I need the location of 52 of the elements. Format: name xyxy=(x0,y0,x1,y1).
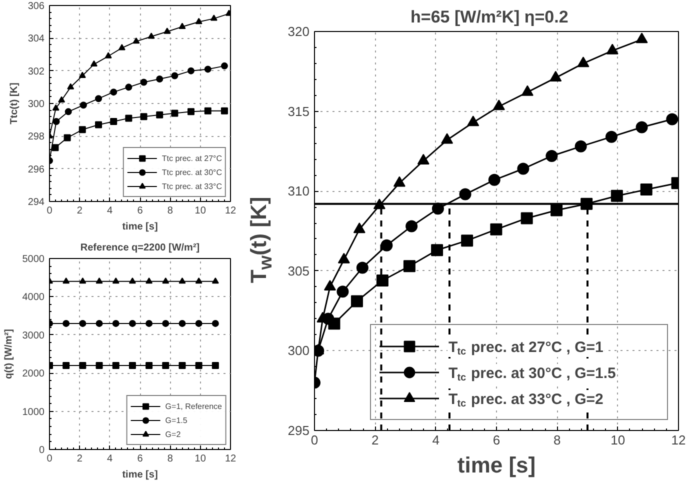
legend-label: Ttc prec. at 33°C xyxy=(162,180,222,193)
y-tick-label: 296 xyxy=(28,164,45,176)
legend-label: G=2 xyxy=(165,428,182,440)
legend-label: Ttc prec. at 27°C xyxy=(162,152,222,165)
chart-title: Reference q=2200 [W/m²] xyxy=(80,242,200,254)
x-tick-label: 8 xyxy=(167,454,174,464)
y-tick-label: 295 xyxy=(288,423,310,438)
y-tick-label: 3000 xyxy=(22,330,45,342)
legend-label: G=1.5 xyxy=(165,414,188,426)
x-tick-label: 10 xyxy=(194,206,206,216)
legend-label: G=1, Reference xyxy=(165,400,222,412)
legend-label: Ttc prec. at 30°C xyxy=(162,166,222,179)
y-tick-label: 4000 xyxy=(22,292,45,304)
x-tick-label: 12 xyxy=(224,206,236,216)
y-tick-label: 306 xyxy=(28,1,45,12)
y-axis-title: Ttc(t) [K] xyxy=(8,82,20,124)
y-axis-title: q(t) [W/m²] xyxy=(3,329,14,379)
y-tick-label: 305 xyxy=(288,263,310,278)
x-tick-label: 4 xyxy=(107,454,114,464)
y-tick-label: 315 xyxy=(288,104,310,119)
y-tick-label: 300 xyxy=(288,343,310,358)
y-tick-label: 1000 xyxy=(22,406,45,418)
chart-title: h=65 [W/m²K] η=0.2 xyxy=(410,8,568,26)
x-tick-label: 12 xyxy=(224,454,236,464)
x-axis-title: time [s] xyxy=(457,452,536,478)
x-axis-title: time [s] xyxy=(122,222,158,232)
x-tick-label: 4 xyxy=(107,206,114,216)
y-tick-label: 320 xyxy=(288,24,310,39)
x-tick-label: 2 xyxy=(372,432,379,448)
y-tick-label: 304 xyxy=(28,34,45,45)
x-tick-label: 10 xyxy=(610,432,626,448)
y-tick-label: 310 xyxy=(288,184,310,199)
x-tick-label: 12 xyxy=(671,432,686,448)
y-tick-label: 300 xyxy=(28,99,45,110)
y-tick-label: 2000 xyxy=(22,368,45,380)
x-tick-label: 0 xyxy=(46,206,53,216)
x-axis-title: time [s] xyxy=(122,470,158,480)
y-tick-label: 5000 xyxy=(22,254,45,265)
y-tick-label: 294 xyxy=(28,197,45,208)
x-tick-label: 2 xyxy=(76,454,83,464)
x-tick-label: 2 xyxy=(76,206,83,216)
x-tick-label: 6 xyxy=(492,432,500,448)
y-tick-label: 0 xyxy=(38,445,45,456)
x-tick-label: 6 xyxy=(137,206,144,216)
x-tick-label: 4 xyxy=(432,432,440,448)
x-tick-label: 0 xyxy=(46,454,53,464)
x-tick-label: 10 xyxy=(194,454,206,464)
y-tick-label: 298 xyxy=(28,132,45,143)
x-tick-label: 8 xyxy=(554,432,561,448)
y-tick-label: 302 xyxy=(28,66,45,78)
x-tick-label: 6 xyxy=(137,454,144,464)
x-tick-label: 8 xyxy=(167,206,174,216)
